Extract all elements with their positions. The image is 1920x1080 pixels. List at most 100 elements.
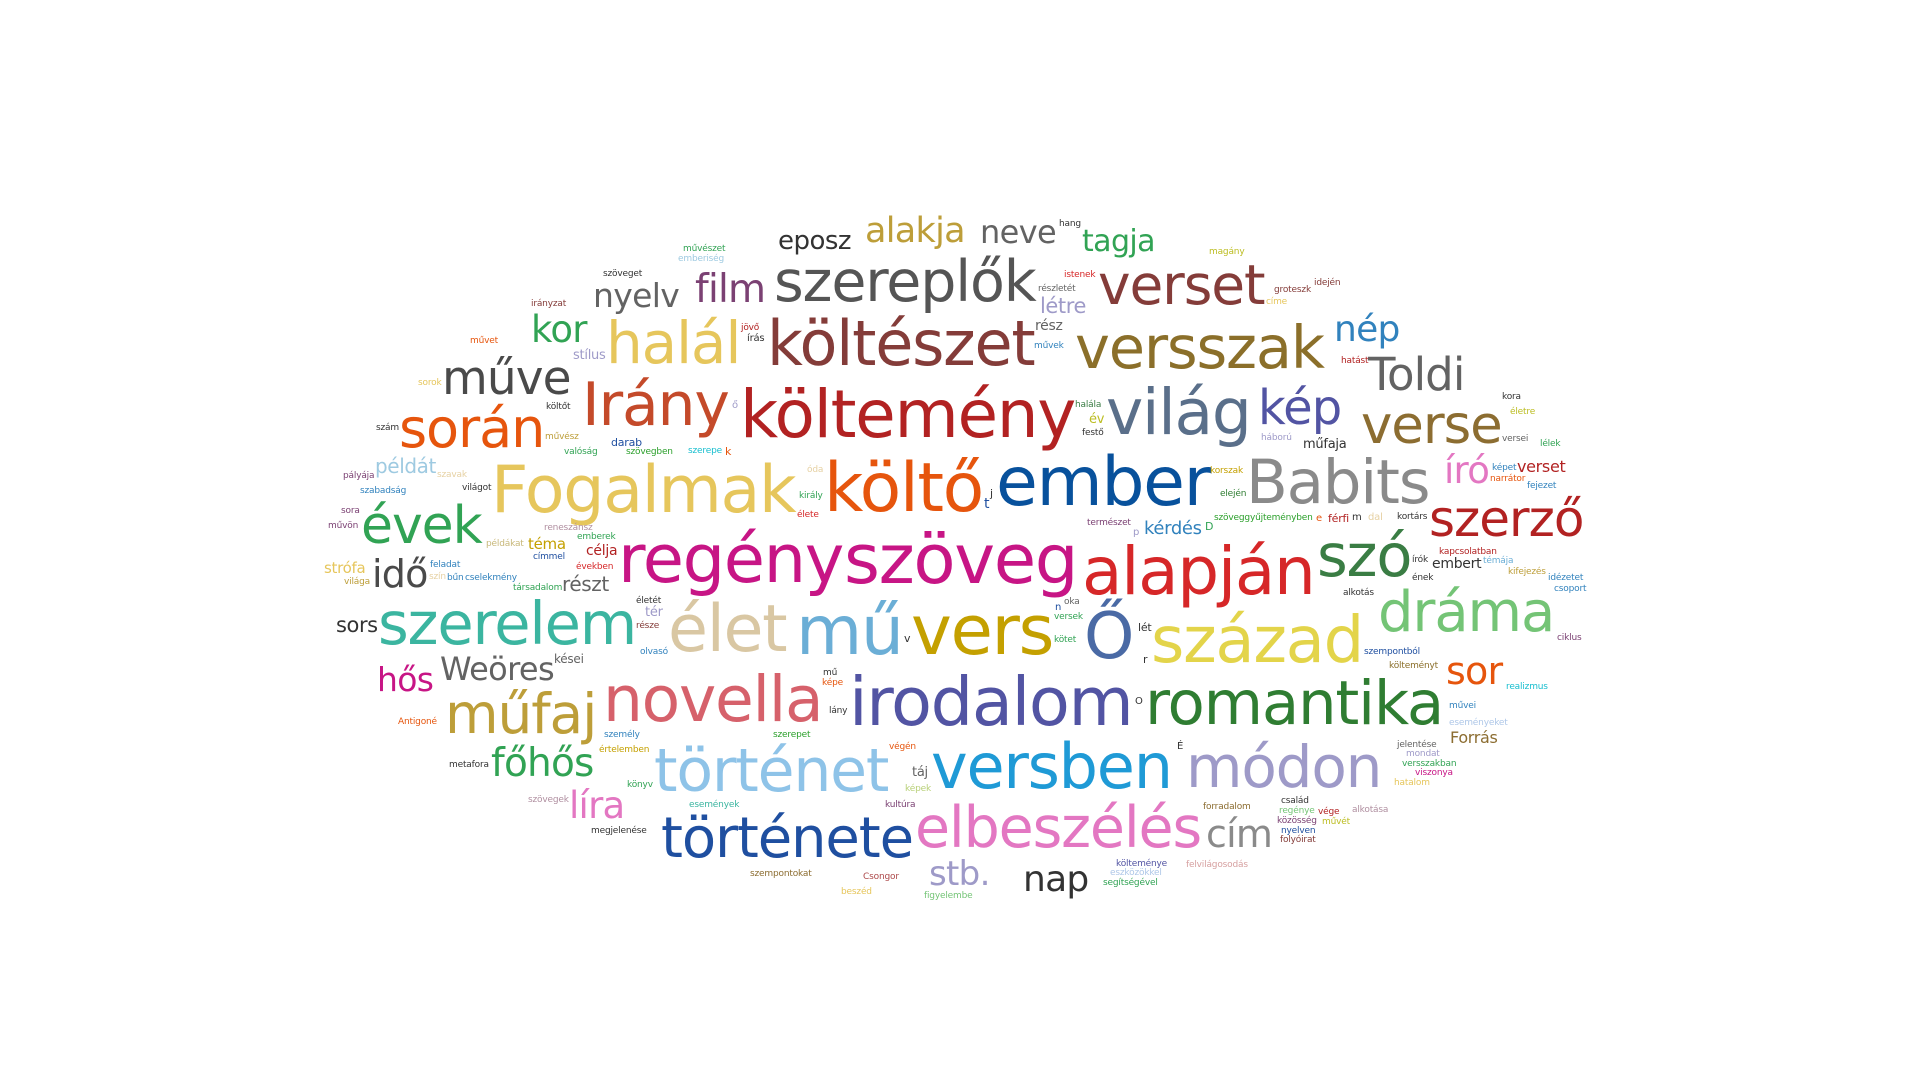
word: idő <box>372 552 428 596</box>
word: mű <box>823 668 838 678</box>
word: nép <box>1334 309 1400 350</box>
word: Irány <box>582 370 730 440</box>
word: ének <box>1412 573 1434 583</box>
word: novella <box>603 663 824 736</box>
word: rész <box>1035 318 1063 334</box>
word: nap <box>1023 859 1089 900</box>
word: verset <box>1517 457 1566 476</box>
word: viszonya <box>1415 768 1453 778</box>
word: szereplők <box>774 249 1037 315</box>
word: szöveggyűjteményben <box>1214 513 1313 523</box>
word: figyelembe <box>924 891 973 901</box>
word: Babits <box>1246 447 1431 518</box>
word: század <box>1151 604 1364 678</box>
word: szövegek <box>528 795 569 805</box>
word: vége <box>1318 807 1340 817</box>
word: szerelem <box>378 589 637 658</box>
word: verse <box>1361 395 1503 456</box>
word: D <box>1205 520 1214 533</box>
word: eposz <box>778 226 852 256</box>
word: k <box>725 445 732 458</box>
word: Ő <box>1084 600 1134 674</box>
word: hang <box>1059 219 1081 229</box>
word: története <box>661 806 914 871</box>
word: csoport <box>1554 584 1587 594</box>
word: v <box>904 632 911 645</box>
word: szöveg <box>844 520 1079 600</box>
word: költemény <box>740 376 1076 453</box>
word: művet <box>470 336 498 346</box>
word: főhős <box>491 741 594 786</box>
word: nyelven <box>1281 826 1316 836</box>
word: címmel <box>533 552 565 562</box>
word: irányzat <box>531 299 567 309</box>
word: kapcsolatban <box>1439 547 1497 557</box>
word: élet <box>668 592 788 667</box>
word: narrátor <box>1490 474 1526 484</box>
word: művön <box>328 521 359 531</box>
word: művét <box>1322 817 1350 827</box>
word: stílus <box>573 348 606 363</box>
word: szavak <box>437 470 467 480</box>
word: évek <box>361 496 483 556</box>
word: szabadság <box>360 486 407 496</box>
word: feladat <box>430 560 461 570</box>
word: beszéd <box>841 887 872 897</box>
word: szám <box>376 423 399 433</box>
word: műfaj <box>445 682 597 746</box>
word: idején <box>1314 278 1341 288</box>
word: neve <box>980 213 1057 251</box>
word: szerző <box>1429 490 1584 548</box>
word: lét <box>1138 621 1152 634</box>
word: alkotás <box>1343 588 1374 598</box>
word: hatást <box>1341 356 1369 366</box>
word: elbeszélés <box>915 795 1202 861</box>
word: költészet <box>767 307 1036 380</box>
word: közösség <box>1277 816 1317 826</box>
word: művészet <box>683 244 726 254</box>
word: felvilágosodás <box>1186 860 1248 870</box>
word: istenek <box>1064 270 1096 280</box>
word: hatalom <box>1394 778 1430 788</box>
word: mondat <box>1406 749 1440 759</box>
word: ő <box>732 400 738 411</box>
word: stb. <box>929 854 990 894</box>
word: háború <box>1261 433 1292 443</box>
word: életre <box>1510 407 1536 417</box>
word: példákat <box>486 539 524 549</box>
word: kortárs <box>1397 512 1428 522</box>
word: magány <box>1209 247 1245 257</box>
word: szempontból <box>1364 647 1420 657</box>
word: nyelv <box>593 276 680 315</box>
word: m <box>1352 512 1362 523</box>
word: szövegben <box>626 447 673 457</box>
word: célja <box>586 543 618 559</box>
word: alakja <box>865 211 966 251</box>
word: témája <box>1483 556 1514 566</box>
word: reneszánsz <box>544 523 593 533</box>
word: kép <box>1258 380 1342 436</box>
word: szempontokat <box>750 869 812 879</box>
word: során <box>399 397 545 460</box>
word: király <box>799 491 823 501</box>
word: módon <box>1186 733 1382 801</box>
word: É <box>1177 741 1184 752</box>
word: tér <box>645 605 663 620</box>
word: téma <box>528 535 566 553</box>
word: e <box>1316 513 1322 524</box>
word: versszakban <box>1402 759 1457 769</box>
word: Fogalmak <box>491 453 797 528</box>
word: világ <box>1106 376 1252 449</box>
word: sorok <box>418 378 442 388</box>
word: versek <box>1054 612 1083 622</box>
word: valóság <box>564 447 598 457</box>
word: korszak <box>1210 466 1243 476</box>
word: világot <box>462 483 492 493</box>
word: költő <box>824 449 984 528</box>
word: Weöres <box>440 650 555 688</box>
word: kései <box>554 652 584 666</box>
word: írók <box>1412 555 1429 565</box>
word: regény <box>618 520 844 598</box>
word: költőt <box>546 402 571 412</box>
